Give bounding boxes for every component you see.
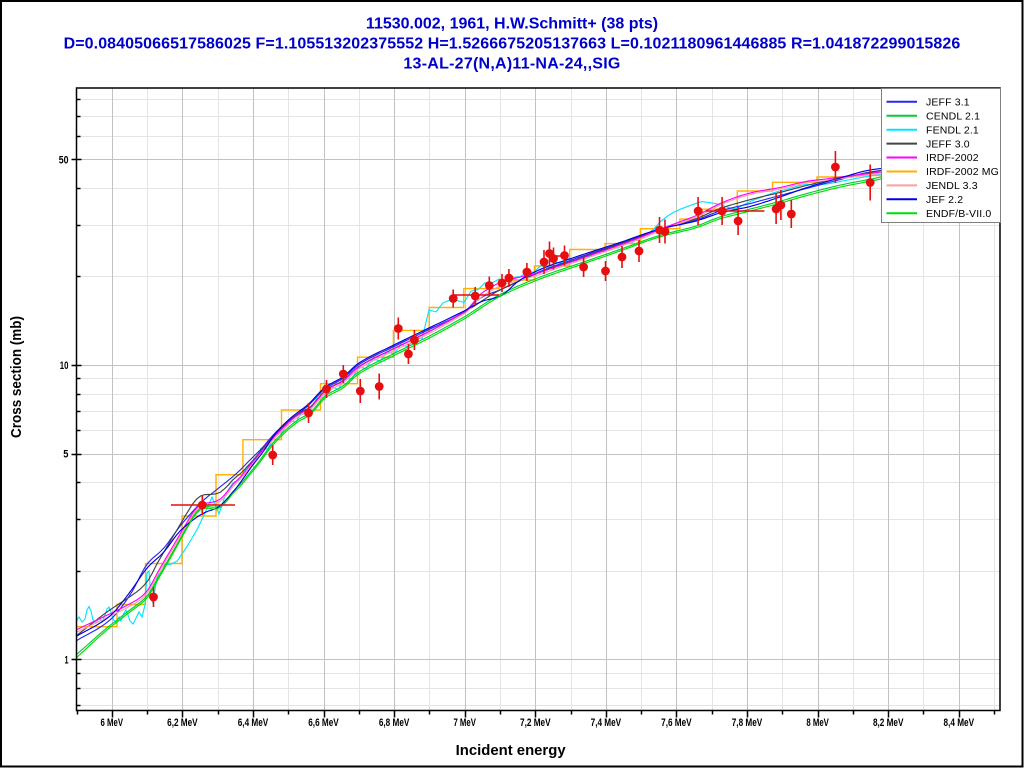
svg-text:7,8 MeV: 7,8 MeV xyxy=(732,717,763,729)
svg-text:1: 1 xyxy=(65,654,69,666)
svg-text:50: 50 xyxy=(59,154,69,166)
svg-text:6 MeV: 6 MeV xyxy=(101,717,124,729)
svg-text:8 MeV: 8 MeV xyxy=(806,717,829,729)
svg-text:FENDL 2.1: FENDL 2.1 xyxy=(926,124,979,136)
svg-text:D=0.08405066517586025 F=1.1055: D=0.08405066517586025 F=1.10551320237555… xyxy=(64,35,961,52)
svg-text:Incident energy: Incident energy xyxy=(456,742,567,759)
svg-text:7,4 MeV: 7,4 MeV xyxy=(591,717,622,729)
svg-text:JEF 2.2: JEF 2.2 xyxy=(926,194,963,206)
svg-text:JEFF 3.0: JEFF 3.0 xyxy=(926,138,970,150)
svg-text:IRDF-2002: IRDF-2002 xyxy=(926,152,979,164)
svg-text:6,6 MeV: 6,6 MeV xyxy=(308,717,339,729)
svg-text:Cross section (mb): Cross section (mb) xyxy=(8,316,25,438)
svg-text:7,2 MeV: 7,2 MeV xyxy=(520,717,551,729)
svg-text:CENDL 2.1: CENDL 2.1 xyxy=(926,110,980,122)
svg-text:7,6 MeV: 7,6 MeV xyxy=(661,717,692,729)
svg-text:IRDF-2002 MG: IRDF-2002 MG xyxy=(926,166,999,178)
svg-text:6,8 MeV: 6,8 MeV xyxy=(379,717,410,729)
svg-text:JEFF 3.1: JEFF 3.1 xyxy=(926,97,970,109)
svg-text:8,2 MeV: 8,2 MeV xyxy=(873,717,904,729)
svg-text:10: 10 xyxy=(60,360,69,372)
svg-text:11530.002, 1961, H.W.Schmitt+: 11530.002, 1961, H.W.Schmitt+ (38 pts) xyxy=(366,15,658,32)
svg-text:7 MeV: 7 MeV xyxy=(453,717,476,729)
svg-text:JENDL 3.3: JENDL 3.3 xyxy=(926,180,978,192)
svg-text:8,4 MeV: 8,4 MeV xyxy=(944,717,975,729)
svg-text:13-AL-27(N,A)11-NA-24,,SIG: 13-AL-27(N,A)11-NA-24,,SIG xyxy=(403,55,620,72)
svg-text:5: 5 xyxy=(63,449,68,461)
svg-text:6,2 MeV: 6,2 MeV xyxy=(167,717,198,729)
svg-text:ENDF/B-VII.0: ENDF/B-VII.0 xyxy=(926,208,991,220)
svg-text:6,4 MeV: 6,4 MeV xyxy=(238,717,269,729)
